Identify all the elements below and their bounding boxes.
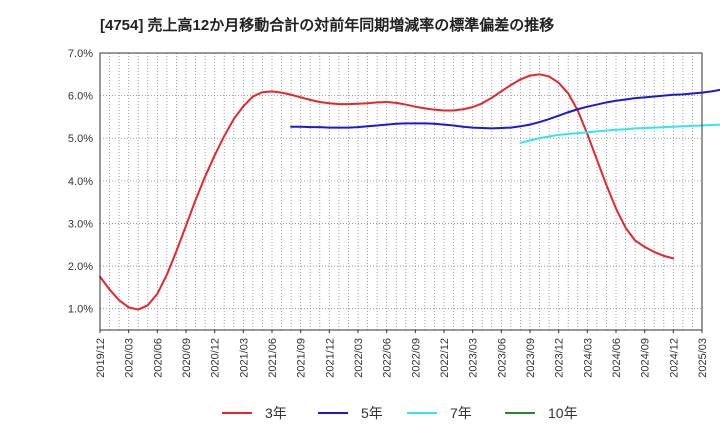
x-tick-label: 2022/06 [382, 338, 394, 378]
chart-title: [4754] 売上高12か月移動合計の対前年同期増減率の標準偏差の推移 [100, 16, 554, 34]
y-tick-label: 4.0% [68, 176, 93, 188]
x-tick-label: 2021/03 [238, 338, 250, 378]
x-tick-label: 2023/09 [525, 338, 537, 378]
x-tick-label: 2024/12 [668, 338, 680, 378]
x-tick-label: 2019/12 [95, 338, 107, 378]
x-tick-label: 2024/09 [640, 338, 652, 378]
x-tick-label: 2024/03 [582, 338, 594, 378]
legend-label: 7年 [450, 405, 472, 421]
x-tick-label: 2020/12 [210, 338, 222, 378]
y-tick-label: 1.0% [68, 304, 93, 316]
plot-area [100, 53, 702, 330]
y-tick-label: 2.0% [68, 261, 93, 273]
x-tick-label: 2023/03 [468, 338, 480, 378]
x-tick-label: 2025/03 [697, 338, 709, 378]
axes: 1.0% 2.0% 3.0% 4.0% 5.0% 6.0% 7.0% 2019/12 2020/… [68, 48, 709, 378]
y-tick-label: 5.0% [68, 133, 93, 145]
x-tick-label: 2023/12 [554, 338, 566, 378]
x-tick-label: 2024/06 [611, 338, 623, 378]
x-tick-label: 2023/06 [496, 338, 508, 378]
legend-label: 5年 [361, 405, 383, 421]
legend-label: 10年 [548, 405, 578, 421]
series-line-3年 [99, 73, 675, 311]
y-tick-label: 7.0% [68, 48, 93, 60]
x-tick-label: 2020/06 [152, 338, 164, 378]
x-tick-label: 2022/09 [410, 338, 422, 378]
x-tick-label: 2020/03 [124, 338, 136, 378]
legend: 3年 5年 7年 10年 [222, 405, 578, 421]
y-tick-label: 6.0% [68, 91, 93, 103]
series-line-5年 [290, 88, 720, 130]
x-tick-label: 2021/09 [296, 338, 308, 378]
series-layer [99, 73, 720, 311]
plot-frame [99, 52, 703, 331]
x-tick-label: 2022/12 [439, 338, 451, 378]
x-tick-label: 2020/09 [181, 338, 193, 378]
plot-background [100, 53, 702, 330]
series-line-7年 [519, 123, 720, 144]
x-tick-label: 2021/12 [324, 338, 336, 378]
x-tick-label: 2022/03 [353, 338, 365, 378]
grid [100, 53, 702, 330]
legend-label: 3年 [265, 405, 287, 421]
y-tick-label: 3.0% [68, 218, 93, 230]
x-tick-label: 2021/06 [267, 338, 279, 378]
